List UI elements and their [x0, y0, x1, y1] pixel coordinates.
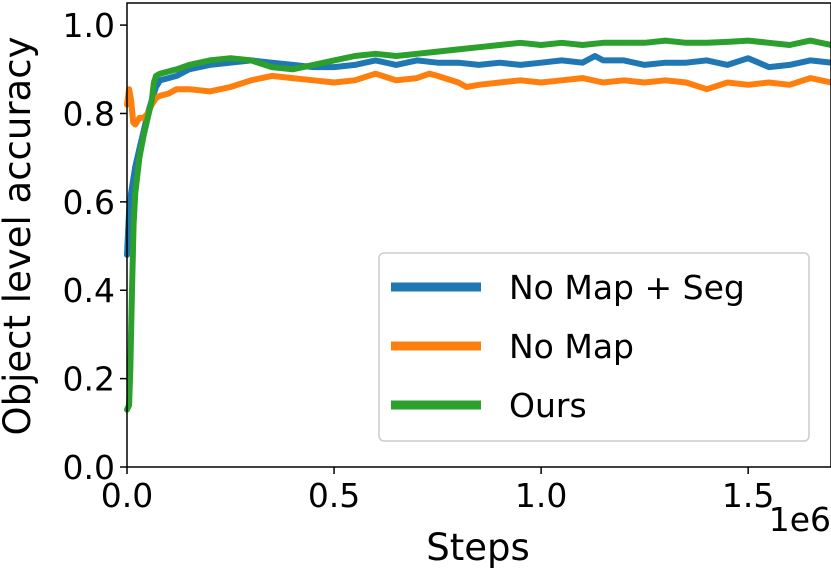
x-axis-label: Steps — [426, 526, 530, 569]
series-line-ours — [124, 37, 831, 413]
x-tick-label: 1.0 — [515, 476, 567, 515]
legend: No Map + Seg No Map Ours — [378, 252, 810, 442]
plot-frame — [126, 2, 831, 468]
legend-label-no-map-seg: No Map + Seg — [509, 268, 745, 307]
x-tick-label: 0.5 — [308, 476, 360, 515]
y-tick-label: 0.0 — [63, 448, 115, 487]
y-tick-label: 1.0 — [63, 6, 115, 45]
x-axis-offset-text: 1e6 — [769, 500, 831, 539]
y-tick-label: 0.6 — [63, 183, 115, 222]
x-tick-label: 1.5 — [722, 476, 774, 515]
y-axis-ticks: 0.0 0.2 0.4 0.6 0.8 1.0 — [63, 6, 127, 487]
series-line-no-map — [124, 70, 831, 128]
legend-frame — [378, 252, 810, 442]
y-tick-label: 0.4 — [63, 271, 115, 310]
legend-label-no-map: No Map — [509, 327, 634, 366]
y-axis-label: Object level accuracy — [0, 37, 39, 436]
y-tick-label: 0.8 — [63, 94, 115, 133]
y-tick-label: 0.2 — [63, 360, 115, 399]
legend-label-ours: Ours — [509, 386, 587, 425]
plot-lines — [124, 37, 831, 413]
x-tick-label: 0.0 — [101, 476, 153, 515]
x-axis-ticks: 0.0 0.5 1.0 1.5 — [101, 467, 774, 515]
